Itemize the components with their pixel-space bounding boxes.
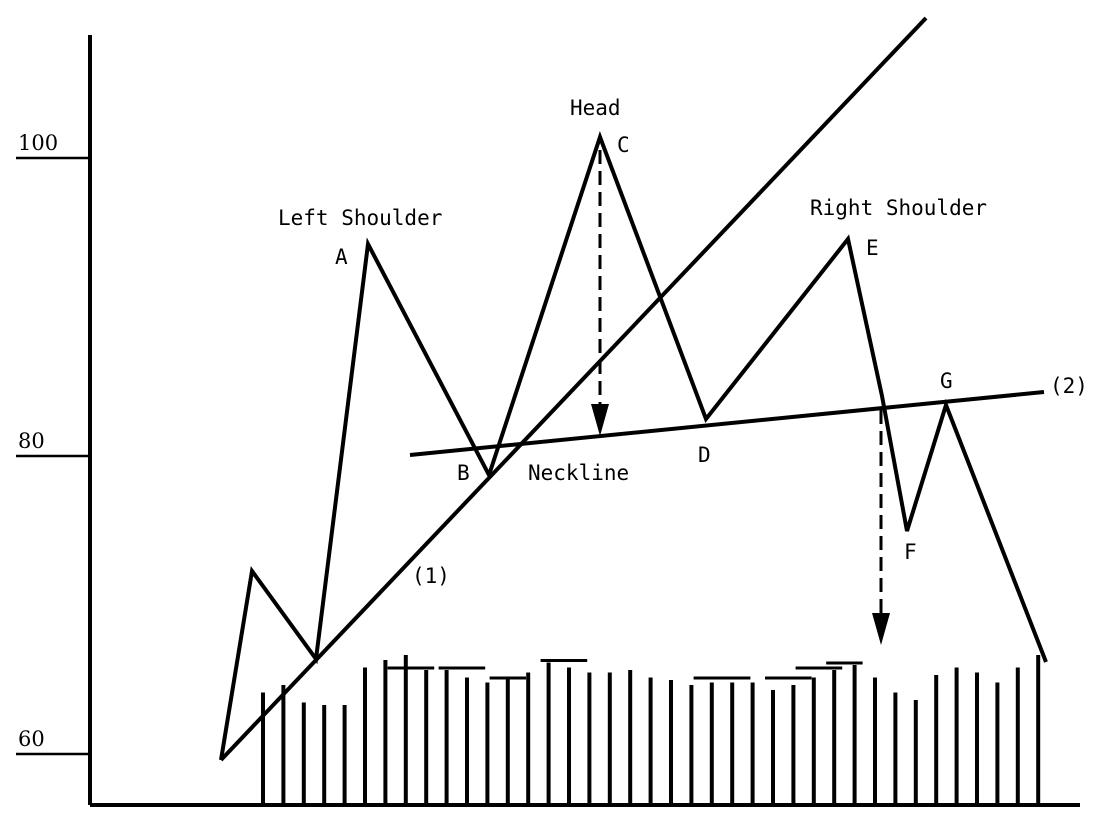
breakdown-projection-arrow-head (872, 613, 890, 645)
volume-bars (261, 655, 1041, 805)
annotation-label: Left Shoulder (278, 206, 442, 230)
annotation-label: (2) (1050, 374, 1088, 398)
y-tick-label-80: 80 (18, 429, 45, 453)
annotation-label: E (866, 236, 879, 260)
annotation-label: D (698, 443, 711, 467)
neckline-2 (409, 390, 1045, 457)
annotation-label: F (904, 540, 917, 564)
head-projection-arrow-head (591, 404, 609, 436)
price-line (219, 130, 1048, 761)
trendline-1 (219, 16, 928, 762)
annotation-label: (1) (412, 564, 450, 588)
annotation-label: G (940, 369, 953, 393)
y-tick-label-60: 60 (18, 727, 45, 751)
annotation-label: Head (570, 96, 621, 120)
chart-annotations: Head C Left Shoulder A Right Shoulder E B Neckl… (278, 96, 1088, 588)
annotation-label: Right Shoulder (810, 196, 987, 220)
chart-lines (219, 16, 1048, 762)
annotation-label: C (617, 133, 630, 157)
y-tick-label-100: 100 (18, 131, 58, 155)
annotation-label: A (335, 245, 348, 269)
annotation-label: B (457, 461, 470, 485)
annotation-label: Neckline (528, 461, 629, 485)
